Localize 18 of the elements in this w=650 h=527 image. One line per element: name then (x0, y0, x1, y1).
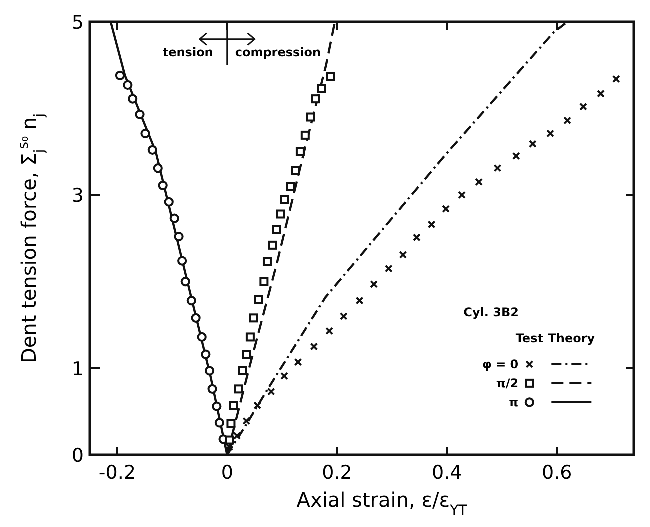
annotation: Theory (548, 331, 596, 346)
y-tick-label: 5 (72, 12, 84, 34)
legend-label: π (509, 395, 519, 410)
y-tick-label: 3 (72, 185, 84, 208)
x-tick-label: 0.6 (542, 462, 572, 484)
legend-label: φ = 0 (482, 357, 519, 372)
annotation: tension (162, 46, 214, 60)
x-axis-title: Axial strain, ε/ε$_{YT}$ (296, 488, 468, 519)
y-tick-label: 1 (72, 358, 84, 380)
legend-label: π/2 (496, 376, 519, 390)
x-tick-label: 0 (221, 462, 234, 484)
annotation: compression (235, 46, 322, 60)
legend-title: Cyl. 3B2 (464, 305, 519, 320)
x-tick-label: 0.2 (322, 462, 352, 484)
y-tick-label: 0 (72, 445, 84, 467)
x-tick-label: 0.4 (432, 462, 462, 484)
x-tick-label: -0.2 (98, 462, 136, 484)
annotation: Test (516, 331, 544, 346)
